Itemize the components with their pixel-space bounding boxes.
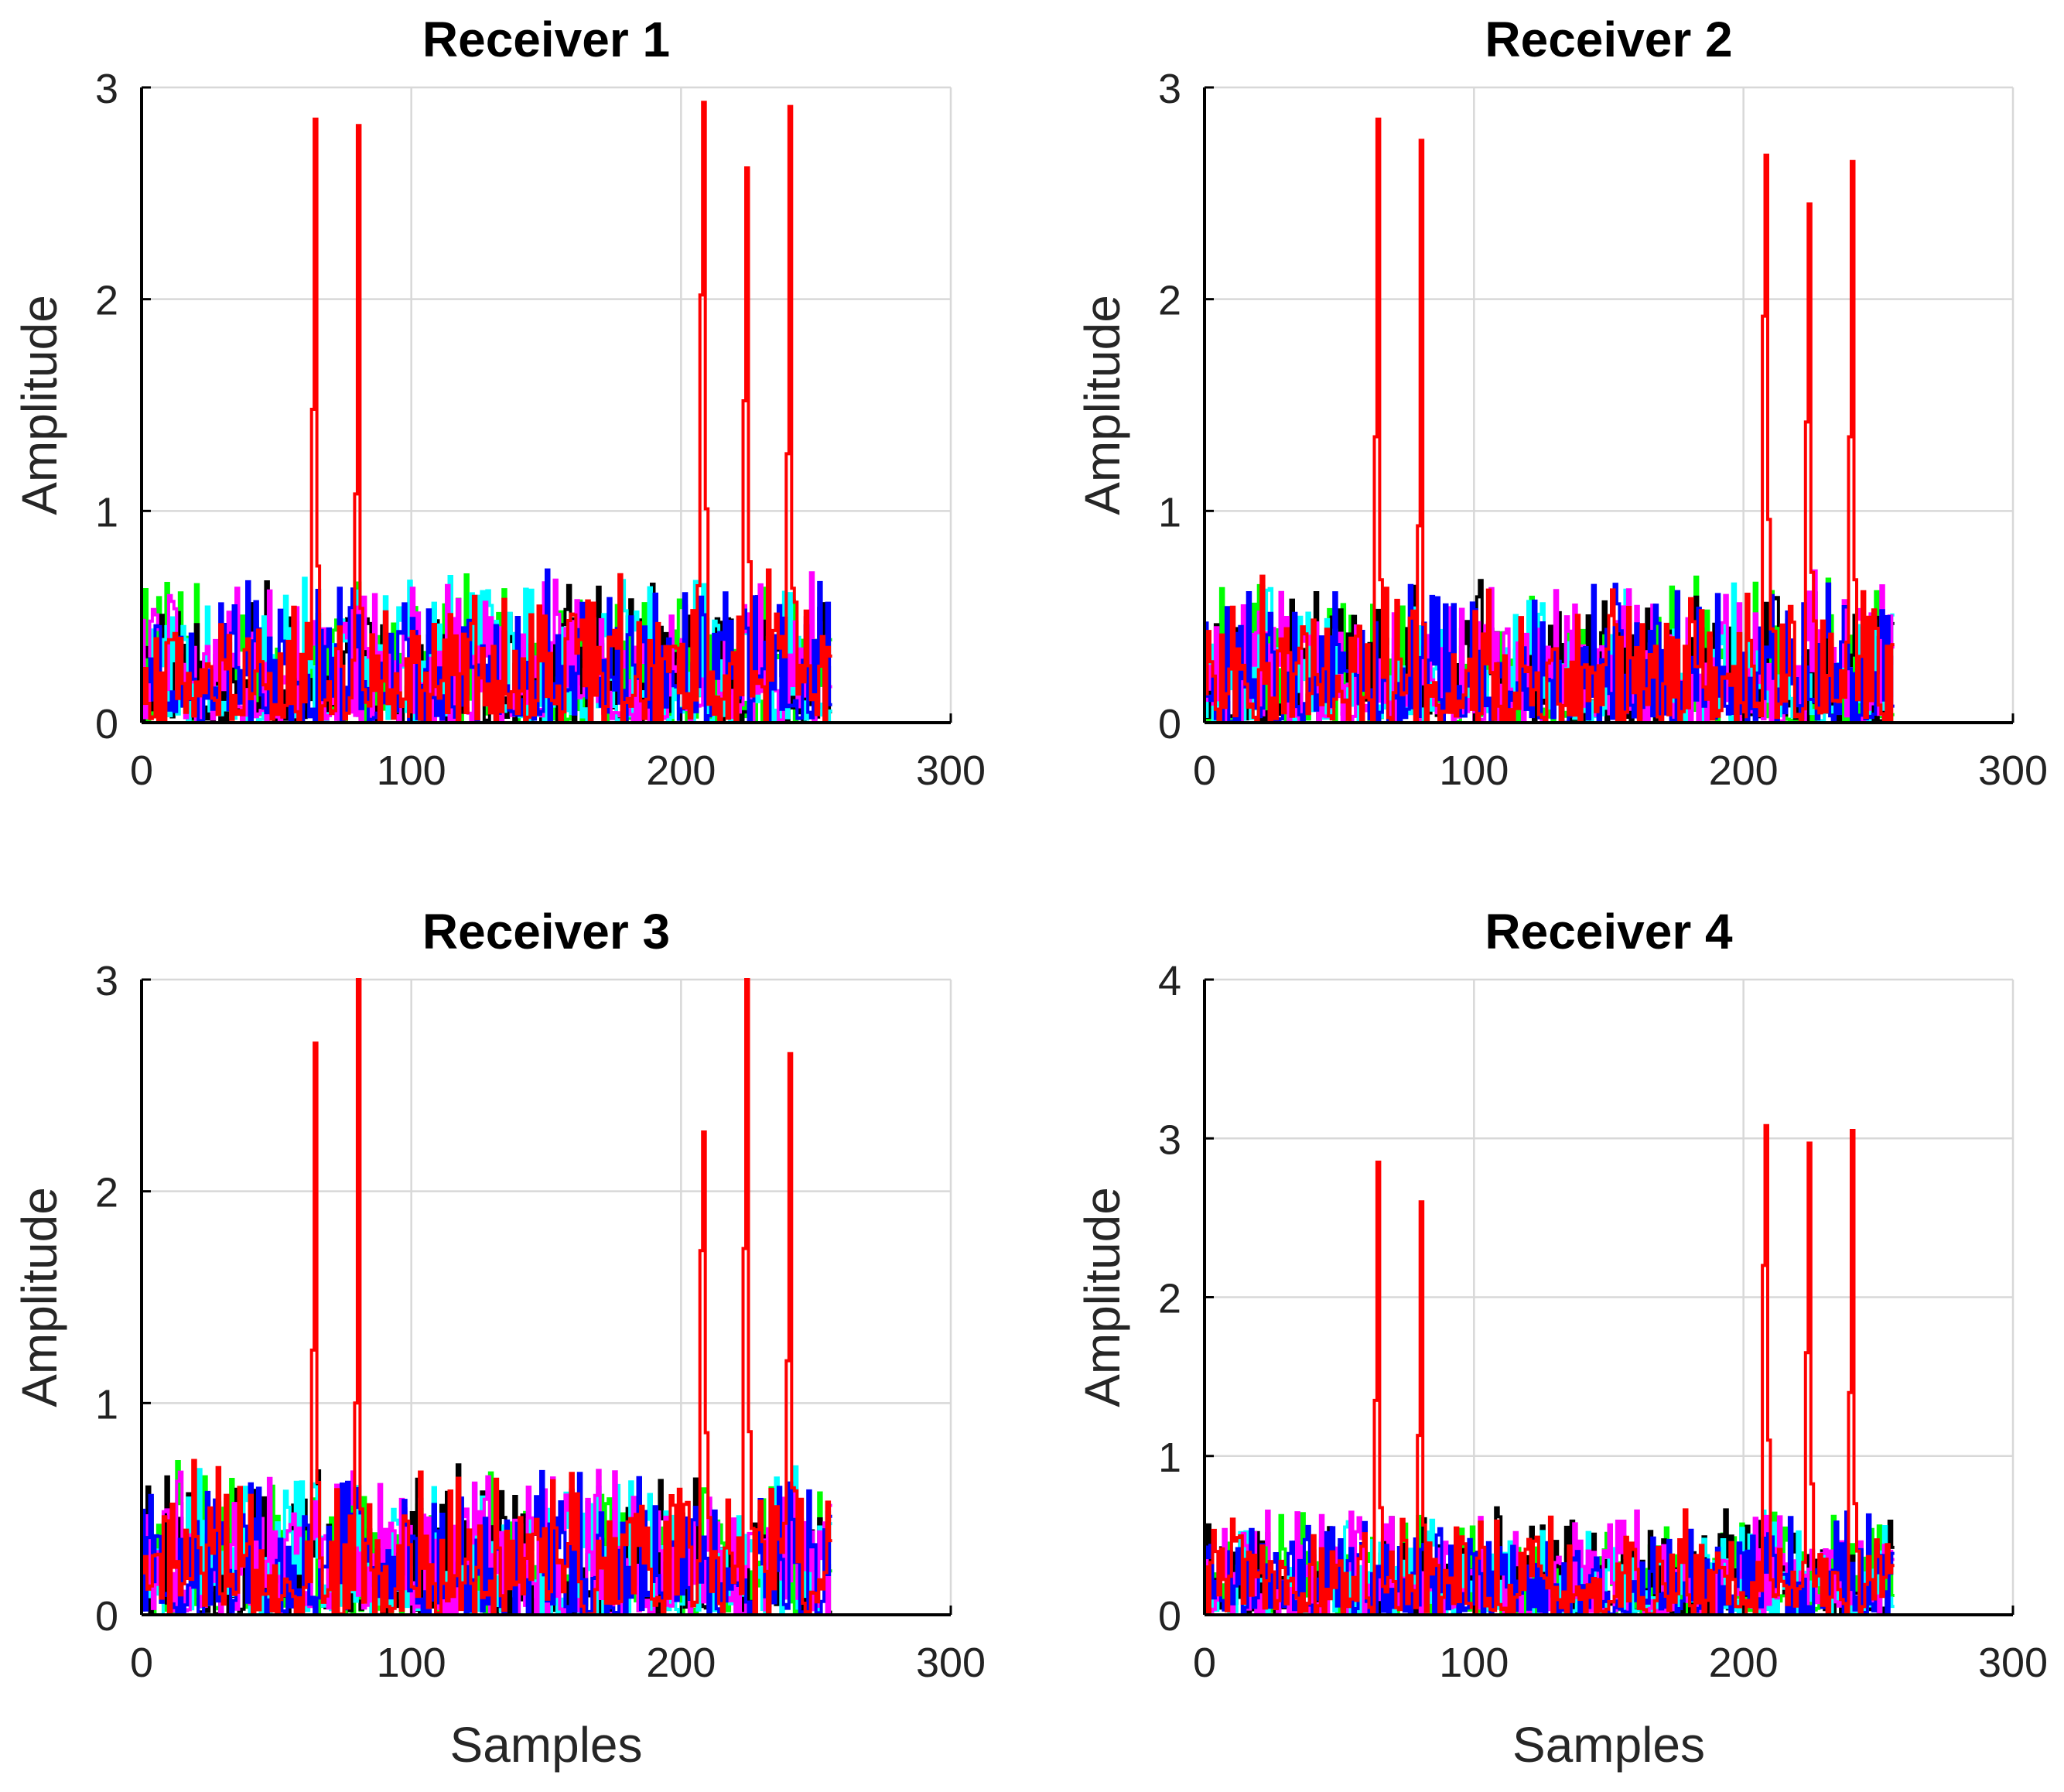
x-tick-label: 100 <box>377 747 446 794</box>
y-tick-label: 3 <box>95 66 118 112</box>
y-tick-label: 3 <box>1158 66 1181 112</box>
receiver-1-series-6-line <box>142 101 832 724</box>
x-tick-label: 200 <box>1709 1640 1779 1686</box>
y-tick-label: 1 <box>1158 489 1181 535</box>
y-tick-label: 0 <box>95 1593 118 1640</box>
receiver-2-series-6-line <box>1205 118 1895 724</box>
y-tick-label: 0 <box>1158 701 1181 747</box>
y-tick-label: 3 <box>95 958 118 1004</box>
y-tick-label: 2 <box>95 278 118 324</box>
receiver-3-title: Receiver 3 <box>422 904 670 959</box>
receiver-3-chart: 0 100 200 300 0 1 2 3 Receiver 3 Amplitude Samples <box>12 904 986 1773</box>
x-tick-label: 0 <box>1193 747 1216 794</box>
receiver-3-xlabel: Samples <box>450 1717 643 1773</box>
x-tick-label: 100 <box>377 1640 446 1686</box>
y-tick-label: 3 <box>1158 1117 1181 1163</box>
receiver-4-title: Receiver 4 <box>1485 904 1733 959</box>
receiver-4-series-6-line <box>1205 1123 1895 1616</box>
y-tick-label: 4 <box>1158 958 1181 1004</box>
x-tick-label: 0 <box>130 747 153 794</box>
receiver-4-xlabel: Samples <box>1512 1717 1705 1773</box>
receiver-4-chart: 0 100 200 300 0 1 2 3 4 Receiver 4 Amplitude Sample… <box>1075 904 2048 1773</box>
x-tick-label: 300 <box>1978 1640 2048 1686</box>
x-tick-label: 200 <box>646 747 716 794</box>
y-tick-label: 2 <box>95 1170 118 1216</box>
y-tick-label: 1 <box>95 1381 118 1428</box>
receiver-4-ylabel: Amplitude <box>1075 1187 1130 1407</box>
x-tick-label: 0 <box>130 1640 153 1686</box>
receiver-1-chart: 0 100 200 300 0 1 2 3 Receiver 1 Amplitude <box>12 12 986 794</box>
receiver-2-title: Receiver 2 <box>1485 12 1732 67</box>
receiver-3-series-6-line <box>142 978 832 1616</box>
x-tick-label: 100 <box>1439 747 1509 794</box>
y-tick-label: 2 <box>1158 278 1181 324</box>
x-tick-label: 0 <box>1193 1640 1216 1686</box>
x-tick-label: 300 <box>916 1640 986 1686</box>
x-tick-label: 300 <box>916 747 986 794</box>
y-tick-label: 2 <box>1158 1276 1181 1322</box>
receiver-2-ylabel: Amplitude <box>1075 295 1130 515</box>
receiver-3-series-5-line <box>142 1469 832 1616</box>
x-tick-label: 100 <box>1439 1640 1509 1686</box>
x-tick-label: 300 <box>1978 747 2048 794</box>
receiver-2-chart: 0 100 200 300 0 1 2 3 Receiver 2 Amplitude <box>1075 12 2048 794</box>
y-tick-label: 1 <box>95 489 118 535</box>
receiver-3-ylabel: Amplitude <box>12 1187 67 1407</box>
y-tick-label: 0 <box>95 701 118 747</box>
y-tick-label: 0 <box>1158 1593 1181 1640</box>
x-tick-label: 200 <box>1709 747 1779 794</box>
receiver-1-ylabel: Amplitude <box>12 295 67 515</box>
x-tick-label: 200 <box>646 1640 716 1686</box>
receiver-1-title: Receiver 1 <box>422 12 670 67</box>
y-tick-label: 1 <box>1158 1435 1181 1481</box>
